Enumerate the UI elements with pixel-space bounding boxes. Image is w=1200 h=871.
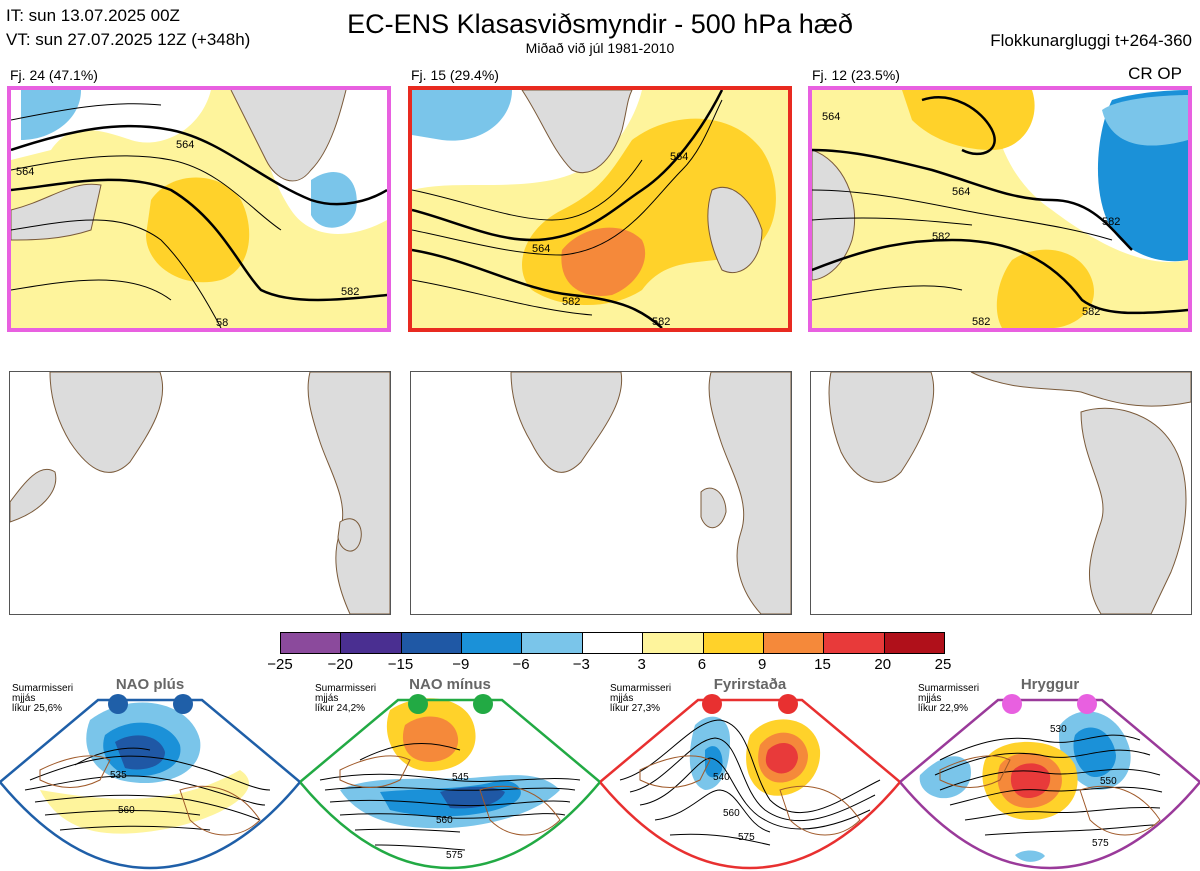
contour-label: 58: [216, 317, 228, 328]
contour-label: 540: [713, 772, 730, 783]
classification-window: Flokkunargluggi t+264-360: [990, 31, 1192, 50]
colorbar-tick-label: −9: [452, 656, 470, 673]
initial-time: IT: sun 13.07.2025 00Z: [6, 6, 180, 25]
contour-label: 575: [446, 850, 463, 861]
colorbar-segment: [522, 633, 583, 653]
colorbar-tick-label: 25: [934, 656, 952, 673]
contour-582: [412, 248, 663, 328]
contour-label: 535: [110, 770, 127, 781]
regime-name: Fyrirstaða: [713, 676, 787, 693]
colorbar-tick-label: −15: [387, 656, 414, 673]
page-title: EC-ENS Klasasviðsmyndir - 500 hPa hæð: [347, 9, 853, 39]
regime-info: Sumarmisseri mjjás líkur 25,6%: [12, 683, 74, 714]
colorbar-tick-label: 9: [758, 656, 767, 673]
colorbar-tick-label: 20: [874, 656, 892, 673]
regime-dot: [473, 694, 493, 714]
cluster-label-3: Fj. 12 (23.5%): [812, 67, 900, 83]
regime-dot: [1002, 694, 1022, 714]
colorbar-segment: [401, 633, 463, 653]
regime-name: Hryggur: [1020, 676, 1080, 693]
colorbar-tick-label: 3: [637, 656, 646, 673]
colorbar-segment: [582, 633, 644, 653]
contour-label: 560: [436, 815, 453, 826]
regime-blocking: 540 560 575 Fyrirstaða Sumarmisseri mjjás…: [600, 676, 900, 870]
anomaly-positive: [561, 227, 646, 296]
contour-label: 564: [176, 139, 194, 151]
colorbar-ticks: −25 −20 −15 −9 −6 −3 3 6 9 15 20 25: [260, 656, 960, 676]
cluster-map-1: 564 564 582 58: [7, 86, 391, 332]
regime-code: CR OP: [1128, 64, 1182, 83]
regime-nao-plus: 535 560 NAO plús Sumarmisseri mjjás líkur …: [0, 676, 300, 870]
contour-label: 582: [972, 316, 990, 328]
anomaly-negative: [21, 90, 81, 140]
colorbar-tick-label: 6: [697, 656, 707, 673]
regime-dot: [173, 694, 193, 714]
regime-name: NAO plús: [115, 676, 185, 693]
anomaly-positive: [902, 90, 1035, 150]
contour-label: 582: [652, 316, 670, 328]
colorbar-segment: [281, 633, 342, 653]
contour-label: 550: [1100, 776, 1117, 787]
colorbar-segment: [462, 633, 523, 653]
blank-map-1: [9, 371, 391, 615]
colorbar-segment: [763, 633, 825, 653]
contour-label: 564: [952, 186, 970, 198]
contour-582: [11, 178, 387, 302]
contour-564: [412, 90, 724, 242]
anomaly-positive: [146, 177, 250, 283]
regime-dot: [1077, 694, 1097, 714]
colorbar-tick-label: −25: [267, 656, 293, 673]
regime-dot: [108, 694, 128, 714]
regime-dot: [778, 694, 798, 714]
anomaly-negative: [311, 171, 357, 228]
colorbar-tick-label: −6: [512, 656, 530, 673]
contour-label: 575: [1092, 838, 1109, 849]
contour-label: 582: [341, 286, 359, 298]
colorbar-segment: [643, 633, 704, 653]
colorbar: [280, 632, 945, 654]
anomaly-negative: [1102, 95, 1188, 146]
colorbar-segment: [824, 633, 885, 653]
contour-label: 564: [822, 111, 840, 123]
contour-label: 582: [562, 296, 580, 308]
contour-label: 564: [670, 151, 688, 163]
regime-name: NAO mínus: [409, 676, 491, 693]
anomaly-positive: [996, 249, 1094, 328]
regime-dot: [702, 694, 722, 714]
contour-label: 575: [738, 832, 755, 843]
contour-label: 582: [1082, 306, 1100, 318]
anomaly-negative: [412, 90, 512, 141]
blank-map-3: [810, 371, 1192, 615]
regime-info: Sumarmisseri mjjás líkur 22,9%: [918, 683, 980, 714]
contour-label: 582: [1102, 216, 1120, 228]
valid-time: VT: sun 27.07.2025 12Z (+348h): [6, 30, 251, 49]
regime-dot: [408, 694, 428, 714]
contour-564: [812, 148, 1133, 251]
regime-nao-minus: 545 560 575 NAO mínus Sumarmisseri mjjás l…: [300, 676, 600, 870]
contour-label: 560: [118, 805, 135, 816]
contour-label: 564: [16, 166, 34, 178]
colorbar-tick-label: −20: [327, 656, 353, 673]
contour-label: 582: [932, 231, 950, 243]
colorbar-tick-label: −3: [572, 656, 590, 673]
contour-582: [812, 238, 1188, 315]
contour-label: 530: [1050, 724, 1067, 735]
contour-label: 545: [452, 772, 469, 783]
regime-info: Sumarmisseri mjjás líkur 24,2%: [315, 683, 377, 714]
colorbar-segment: [884, 633, 944, 653]
colorbar-segment: [341, 633, 402, 653]
contour-label: 560: [723, 808, 740, 819]
cluster-label-1: Fj. 24 (47.1%): [10, 67, 98, 83]
page-subtitle: Miðað við júl 1981-2010: [525, 40, 675, 56]
cluster-map-2: 564 564 582 582: [408, 86, 792, 332]
blank-map-2: [410, 371, 792, 615]
colorbar-tick-label: 15: [814, 656, 831, 673]
colorbar-segment: [703, 633, 764, 653]
regime-ridge: 530 550 575 Hryggur Sumarmisseri mjjás lík…: [900, 676, 1200, 870]
contour-564: [11, 124, 387, 206]
regime-info: Sumarmisseri mjjás líkur 27,3%: [610, 683, 672, 714]
contour-label: 564: [532, 243, 550, 255]
cluster-map-3: 564 564 582 582 582 582: [808, 86, 1192, 332]
cluster-label-2: Fj. 15 (29.4%): [411, 67, 499, 83]
